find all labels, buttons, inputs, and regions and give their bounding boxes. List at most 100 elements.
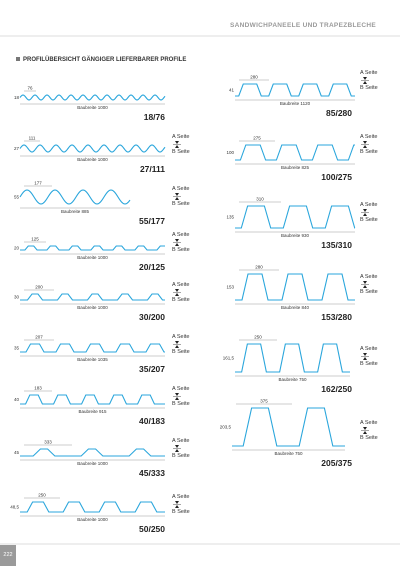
pitch-label: 177 (34, 181, 42, 186)
section-title: PROFILÜBERSICHT GÄNGIGER LIEFERBARER PRO… (23, 56, 186, 63)
profile-name: 205/375 (321, 458, 352, 468)
side-b-label: B Seite (172, 247, 190, 253)
side-a-label: A Seite (172, 134, 189, 140)
side-a-label: A Seite (172, 386, 189, 392)
side-a-label: A Seite (172, 232, 189, 238)
profile-name: 40/183 (139, 416, 165, 426)
pitch-label: 207 (35, 335, 43, 340)
height-label: 100 (226, 150, 234, 155)
side-a-label: A Seite (172, 334, 189, 340)
side-arrow (363, 281, 367, 284)
page-number: 222 (3, 552, 12, 558)
profile-shape (235, 144, 355, 161)
side-b-label: B Seite (360, 435, 378, 441)
height-label: 203,5 (220, 425, 232, 430)
profile-name: 135/310 (321, 240, 352, 250)
profile-shape (20, 293, 165, 301)
profile-name: 50/250 (139, 524, 165, 534)
profile-name: 153/280 (321, 312, 352, 322)
profile-name: 20/125 (139, 262, 165, 272)
profile-shape (235, 273, 355, 301)
height-label: 45 (14, 450, 20, 455)
pitch-label: 200 (35, 285, 43, 290)
width-label: Baubreite 1000 (77, 105, 108, 110)
side-a-label: A Seite (360, 420, 377, 426)
profile-name: 27/111 (140, 164, 165, 174)
side-arrow (175, 193, 179, 196)
side-arrow (175, 289, 179, 292)
pitch-label: 76 (27, 86, 33, 91)
width-label: Baubreite 1000 (77, 157, 108, 162)
side-arrow (175, 293, 179, 296)
side-a-label: A Seite (172, 438, 189, 444)
side-arrow (363, 145, 367, 148)
profiles: 18 76 Baubreite 1000 18/76 27 111 Baubreite 10… (10, 70, 378, 534)
header-band (0, 0, 400, 36)
profile-name: 18/76 (144, 112, 166, 122)
profile-name: 162/250 (321, 384, 352, 394)
pitch-label: 250 (38, 493, 46, 498)
height-label: 20 (14, 246, 20, 251)
pitch-label: 275 (253, 136, 261, 141)
width-label: Baubreite 750 (278, 377, 307, 382)
profile-shape (235, 83, 355, 97)
pitch-label: 111 (29, 136, 36, 141)
pitch-label: 280 (250, 75, 258, 80)
profile-name: 35/207 (139, 364, 165, 374)
pitch-label: 250 (254, 335, 262, 340)
side-b-label: B Seite (172, 349, 190, 355)
profile-shape (235, 205, 356, 229)
side-arrow (363, 213, 367, 216)
side-b-label: B Seite (172, 401, 190, 407)
side-arrow (175, 393, 179, 396)
side-arrow (175, 239, 179, 242)
profile-shape (20, 448, 165, 457)
width-label: Baubreite 840 (281, 305, 310, 310)
side-b-label: B Seite (172, 509, 190, 515)
side-b-label: B Seite (360, 85, 378, 91)
side-a-label: A Seite (360, 346, 377, 352)
side-arrow (175, 449, 179, 452)
side-arrow (175, 501, 179, 504)
profile-shape (20, 343, 165, 353)
height-label: 135 (226, 215, 234, 220)
side-a-label: A Seite (360, 70, 377, 76)
width-label: Baubreite 1000 (77, 461, 108, 466)
pitch-label: 375 (260, 399, 268, 404)
side-arrow (363, 357, 367, 360)
side-arrow (175, 145, 179, 148)
side-b-label: B Seite (172, 453, 190, 459)
width-label: Baubreite 915 (78, 409, 107, 414)
width-label: Baubreite 1035 (77, 357, 108, 362)
profile-shape (232, 407, 345, 447)
profile-name: 30/200 (139, 312, 165, 322)
pitch-label: 333 (44, 440, 52, 445)
side-b-label: B Seite (172, 201, 190, 207)
profile-shape (20, 245, 165, 251)
height-label: 161,5 (223, 356, 235, 361)
profile-name: 55/177 (139, 216, 165, 226)
side-arrow (175, 243, 179, 246)
profile-shape (235, 343, 350, 373)
side-arrow (363, 141, 367, 144)
side-arrow (175, 505, 179, 508)
side-arrow (363, 285, 367, 288)
side-arrow (175, 197, 179, 200)
side-b-label: B Seite (360, 361, 378, 367)
side-a-label: A Seite (172, 186, 189, 192)
profile-name: 100/275 (321, 172, 352, 182)
height-label: 55 (14, 195, 20, 200)
side-arrow (363, 209, 367, 212)
page-number-box (0, 545, 16, 566)
profile-name: 45/333 (139, 468, 165, 478)
height-label: 35 (14, 346, 20, 351)
profile-shape (19, 144, 166, 153)
side-b-label: B Seite (172, 297, 190, 303)
pitch-label: 280 (255, 265, 263, 270)
width-label: Baubreite 930 (281, 233, 310, 238)
profile-shape (19, 94, 166, 101)
height-label: 40 (14, 397, 20, 402)
profile-shape (20, 501, 165, 513)
